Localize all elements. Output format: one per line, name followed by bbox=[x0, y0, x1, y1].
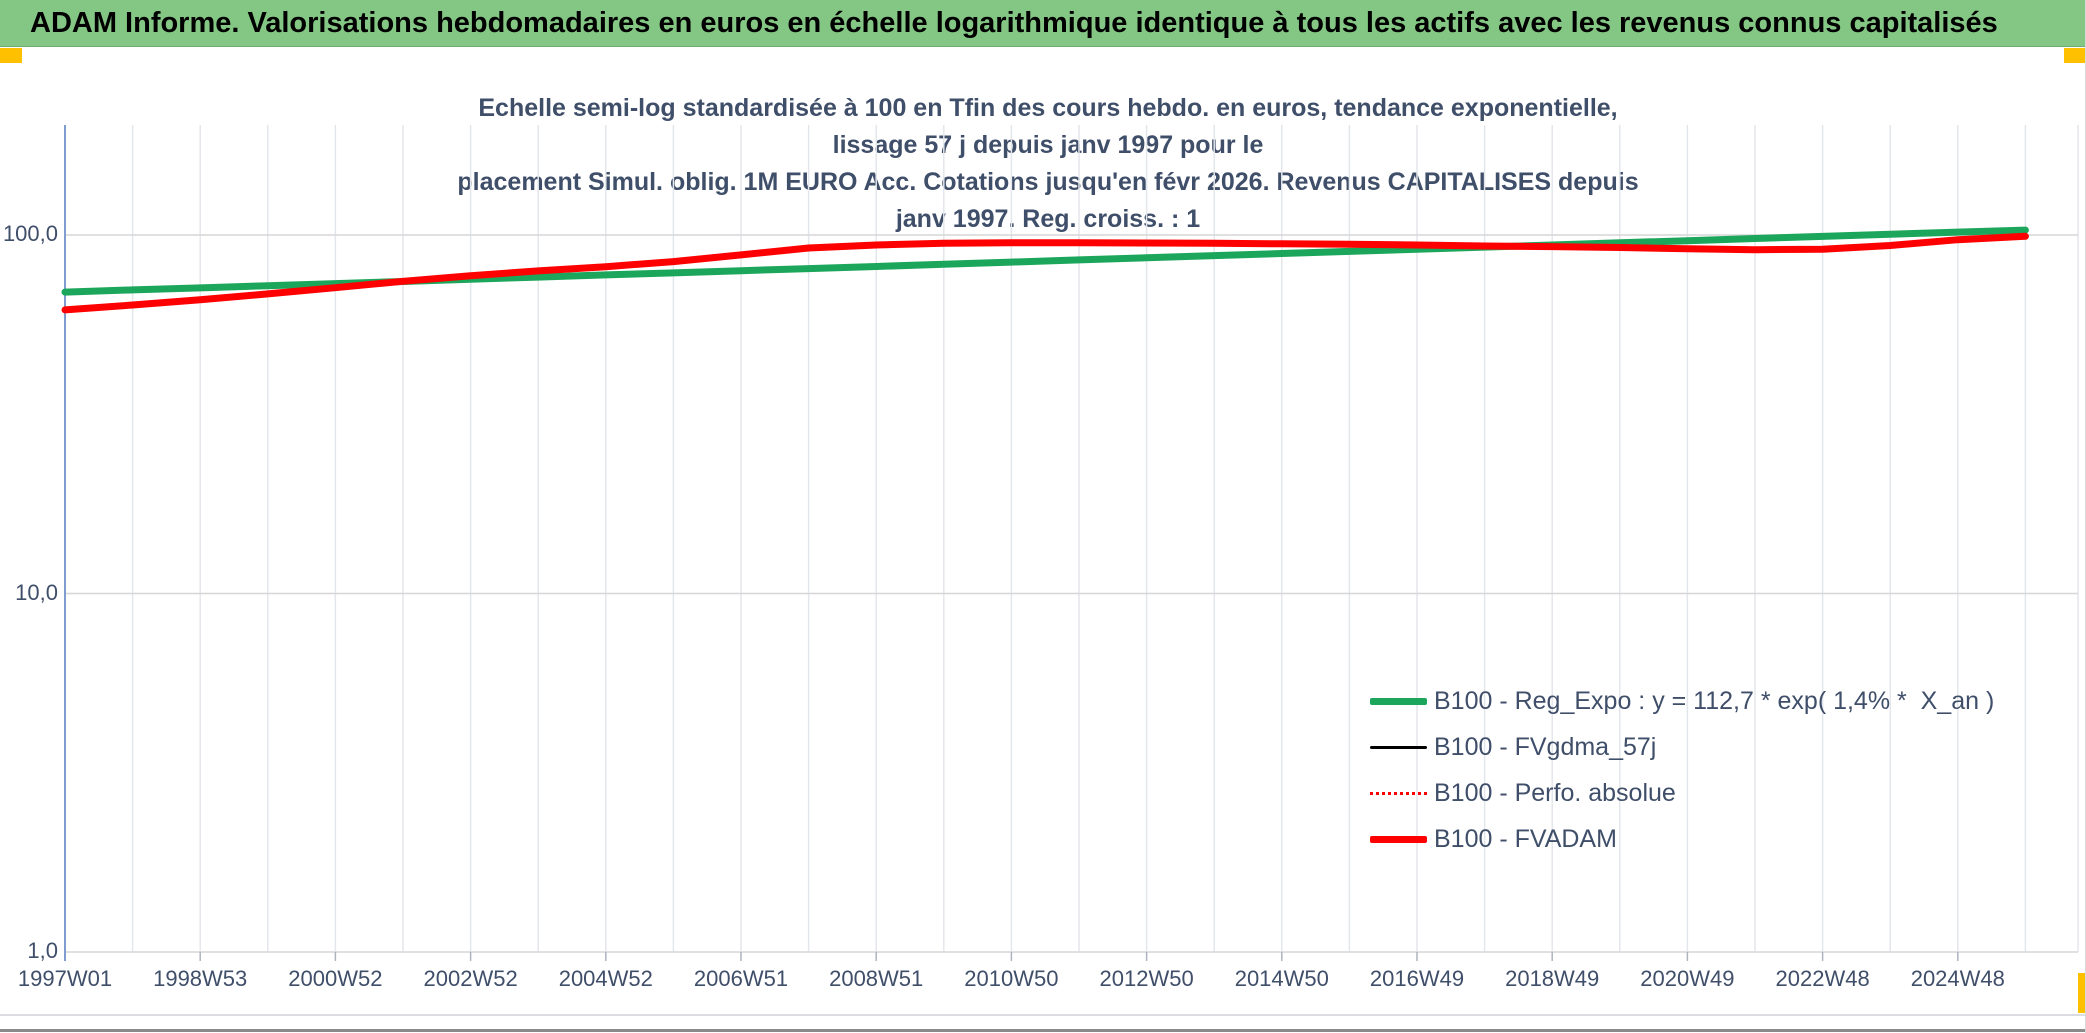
x-tick-label: 2024W48 bbox=[1910, 966, 2005, 991]
legend-label: B100 - FVADAM bbox=[1434, 825, 1617, 853]
x-tick-label: 2022W48 bbox=[1775, 966, 1870, 991]
y-tick-label: 1,0 bbox=[27, 938, 58, 963]
legend-item[interactable]: B100 - Perfo. absolue bbox=[1370, 770, 1994, 816]
x-tick-label: 1997W01 bbox=[17, 966, 113, 991]
bottom-divider bbox=[0, 1014, 2085, 1016]
x-tick-label: 2018W49 bbox=[1505, 966, 1600, 991]
chart-legend: B100 - Reg_Expo : y = 112,7 * exp( 1,4% … bbox=[1370, 678, 1994, 862]
x-tick-label: 2008W51 bbox=[829, 966, 924, 991]
x-tick-label: 2020W49 bbox=[1640, 966, 1735, 991]
legend-item[interactable]: B100 - FVADAM bbox=[1370, 816, 1994, 862]
legend-swatch-dotted-line bbox=[1370, 791, 1427, 795]
chart-title: Echelle semi-log standardisée à 100 en T… bbox=[443, 90, 1653, 238]
x-tick-label: 1998W53 bbox=[153, 966, 248, 991]
legend-item[interactable]: B100 - Reg_Expo : y = 112,7 * exp( 1,4% … bbox=[1370, 678, 1994, 724]
legend-swatch-line bbox=[1370, 745, 1427, 749]
x-tick-label: 2010W50 bbox=[964, 966, 1059, 991]
legend-item[interactable]: B100 - FVgdma_57j bbox=[1370, 724, 1994, 770]
plot-area[interactable] bbox=[0, 0, 2086, 1010]
x-tick-label: 2016W49 bbox=[1369, 966, 1465, 991]
chart-title-line1: Echelle semi-log standardisée à 100 en T… bbox=[478, 94, 1618, 159]
x-tick-label: 2004W52 bbox=[558, 966, 653, 991]
series-line-3 bbox=[61, 232, 2029, 314]
legend-label: B100 - Reg_Expo : y = 112,7 * exp( 1,4% … bbox=[1434, 687, 1995, 715]
legend-swatch-line bbox=[1370, 697, 1427, 705]
left-yellow-marker bbox=[0, 48, 22, 63]
legend-label: B100 - Perfo. absolue bbox=[1434, 779, 1676, 807]
bottom-right-yellow-marker bbox=[2078, 973, 2085, 1013]
x-tick-label: 2014W50 bbox=[1234, 966, 1329, 991]
y-tick-label: 10,0 bbox=[15, 579, 58, 605]
x-tick-label: 2006W51 bbox=[693, 966, 789, 991]
legend-swatch-line bbox=[1370, 835, 1427, 843]
page-title: ADAM Informe. Valorisations hebdomadaire… bbox=[0, 0, 2085, 47]
x-tick-label: 2000W52 bbox=[288, 966, 383, 991]
x-tick-label: 2002W52 bbox=[423, 966, 518, 991]
y-tick-label: 100,0 bbox=[2, 221, 58, 246]
legend-label: B100 - FVgdma_57j bbox=[1434, 733, 1657, 761]
right-yellow-marker bbox=[2064, 48, 2085, 63]
window-bottom-edge bbox=[0, 1029, 2085, 1032]
chart-title-line2: placement Simul. oblig. 1M EURO Acc. Cot… bbox=[457, 168, 1639, 233]
x-tick-label: 2012W50 bbox=[1099, 966, 1194, 991]
